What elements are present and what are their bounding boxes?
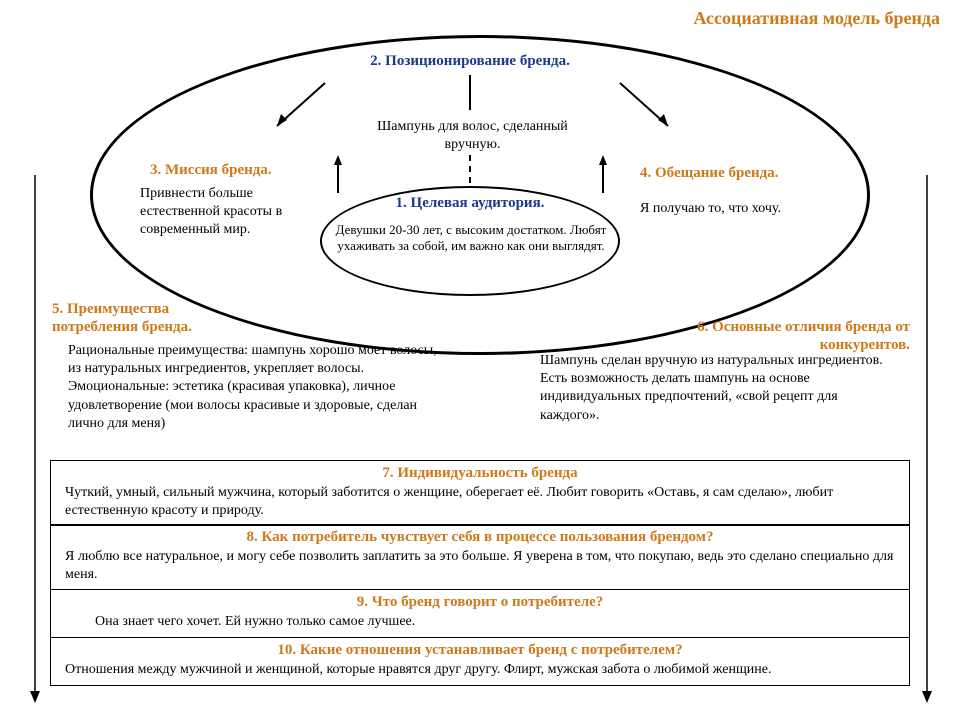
diagram-title: Ассоциативная модель бренда <box>693 8 940 29</box>
section-9: 9. Что бренд говорит о потребителе? Она … <box>50 589 910 638</box>
node1-body: Девушки 20-30 лет, с высоким достатком. … <box>332 222 610 253</box>
node10-heading: 10. Какие отношения устанавливает бренд … <box>65 642 895 659</box>
node3-body: Привнести больше естественной красоты в … <box>140 185 325 240</box>
node5-heading: 5. Преимущества потребления бренда. <box>52 300 252 336</box>
node2-heading: 2. Позиционирование бренда. <box>320 53 620 70</box>
node3-heading: 3. Миссия бренда. <box>150 162 272 179</box>
node4-body: Я получаю то, что хочу. <box>640 200 830 218</box>
arrow-up-right <box>598 155 608 195</box>
node9-body: Она знает чего хочет. Ей нужно только са… <box>65 613 895 631</box>
section-10: 10. Какие отношения устанавливает бренд … <box>50 637 910 686</box>
section-8: 8. Как потребитель чувствует себя в проц… <box>50 524 910 590</box>
arrow-2-to-4 <box>610 78 680 138</box>
node1-heading: 1. Целевая аудитория. <box>360 195 580 212</box>
section-7: 7. Индивидуальность бренда Чуткий, умный… <box>50 460 910 526</box>
node6-body: Шампунь сделан вручную из натуральных ин… <box>540 352 900 425</box>
node7-body: Чуткий, умный, сильный мужчина, который … <box>65 484 895 519</box>
side-arrow-right <box>920 175 934 705</box>
node6-heading: 6. Основные отличия бренда от конкуренто… <box>680 318 910 354</box>
side-arrow-left <box>28 175 42 705</box>
node8-body: Я люблю все натуральное, и могу себе поз… <box>65 548 895 583</box>
node10-body: Отношения между мужчиной и женщиной, кот… <box>65 661 895 679</box>
node8-heading: 8. Как потребитель чувствует себя в проц… <box>65 529 895 546</box>
arrow-2-to-3 <box>265 78 335 138</box>
node4-heading: 4. Обещание бренда. <box>640 165 778 182</box>
node7-heading: 7. Индивидуальность бренда <box>65 465 895 482</box>
node9-heading: 9. Что бренд говорит о потребителе? <box>65 594 895 611</box>
arrow-2-down-dashed <box>465 75 475 185</box>
node5-body: Рациональные преимущества: шампунь хорош… <box>68 342 438 433</box>
arrow-up-left <box>333 155 343 195</box>
